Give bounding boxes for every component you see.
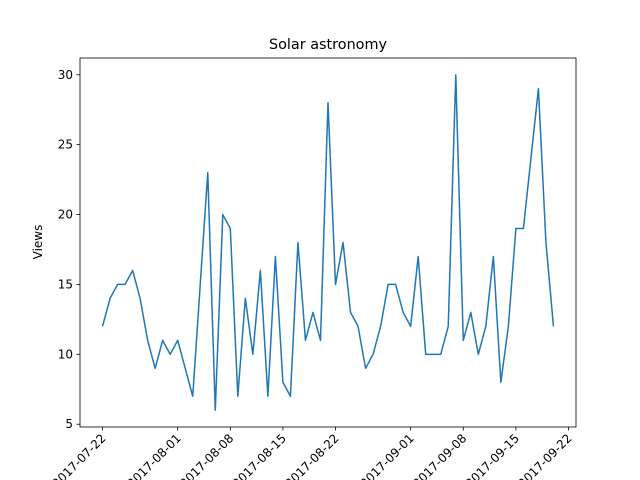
y-axis-label: Views [31, 225, 45, 260]
y-tick-label: 10 [58, 347, 73, 361]
y-tick-label: 25 [58, 138, 73, 152]
y-tick-label: 20 [58, 208, 73, 222]
y-tick-label: 30 [58, 68, 73, 82]
chart-title: Solar astronomy [269, 37, 388, 53]
axes-frame [79, 57, 577, 428]
y-tick-label: 15 [58, 277, 73, 291]
y-tick-label: 5 [65, 417, 73, 431]
line-series [101, 74, 555, 411]
